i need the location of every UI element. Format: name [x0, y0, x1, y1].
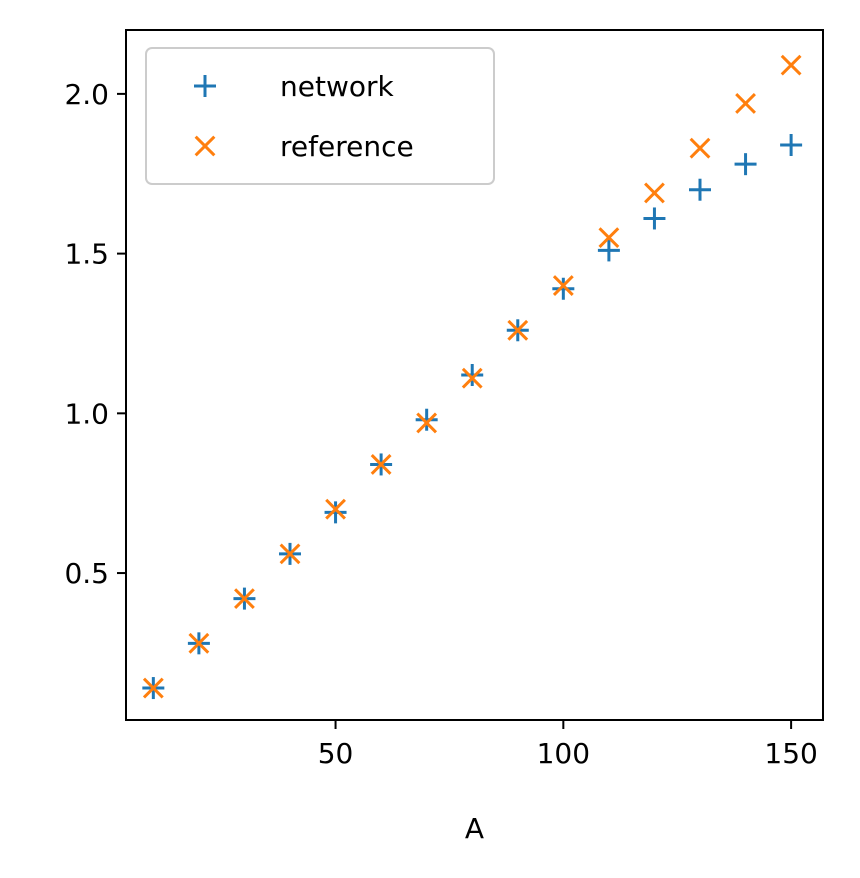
- data-point-reference: [416, 412, 438, 434]
- data-point-reference: [325, 498, 346, 520]
- data-point-reference: [780, 54, 802, 76]
- y-tick-label: 1.0: [64, 397, 109, 430]
- legend-label: reference: [280, 130, 414, 163]
- x-tick-label: 150: [764, 737, 817, 770]
- data-point-network: [689, 178, 711, 201]
- data-point-network: [734, 153, 757, 176]
- legend: network reference: [145, 47, 495, 185]
- x-tick-label: 100: [537, 737, 590, 770]
- data-point-network: [324, 501, 347, 524]
- data-point-network: [597, 239, 620, 262]
- legend-label: network: [280, 70, 394, 103]
- data-point-reference: [507, 319, 529, 341]
- y-tick-label: 2.0: [64, 78, 109, 111]
- data-point-reference: [279, 543, 301, 565]
- x-axis-label: A: [465, 812, 484, 845]
- data-point-reference: [689, 137, 711, 159]
- data-point-reference: [552, 275, 574, 296]
- data-point-network: [461, 364, 484, 386]
- legend-item-reference: reference: [194, 130, 414, 163]
- legend-box: [145, 47, 495, 185]
- data-point-reference: [142, 677, 164, 699]
- legend-marker-reference: [194, 135, 216, 157]
- axes-frame: [125, 29, 824, 721]
- data-point-network: [643, 207, 666, 230]
- data-point-network: [780, 134, 803, 156]
- y-tick-label: 1.5: [64, 238, 109, 271]
- series-reference: [142, 54, 802, 699]
- data-point-network: [415, 408, 438, 431]
- data-point-reference: [644, 182, 665, 204]
- legend-marker-network: [194, 75, 216, 97]
- data-point-reference: [188, 632, 210, 654]
- data-marks: [142, 54, 803, 700]
- data-point-reference: [735, 93, 756, 114]
- x-tick-label: 50: [318, 737, 354, 770]
- legend-item-network: network: [194, 70, 394, 103]
- data-point-reference: [461, 367, 483, 389]
- data-point-network: [552, 277, 575, 300]
- data-point-reference: [234, 588, 255, 610]
- data-point-reference: [598, 227, 620, 249]
- y-tick-label: 0.5: [64, 557, 109, 590]
- data-point-reference: [370, 454, 392, 475]
- axis-ticks: 50 100 150 0.5 1.0 1.5 2.0: [64, 78, 817, 770]
